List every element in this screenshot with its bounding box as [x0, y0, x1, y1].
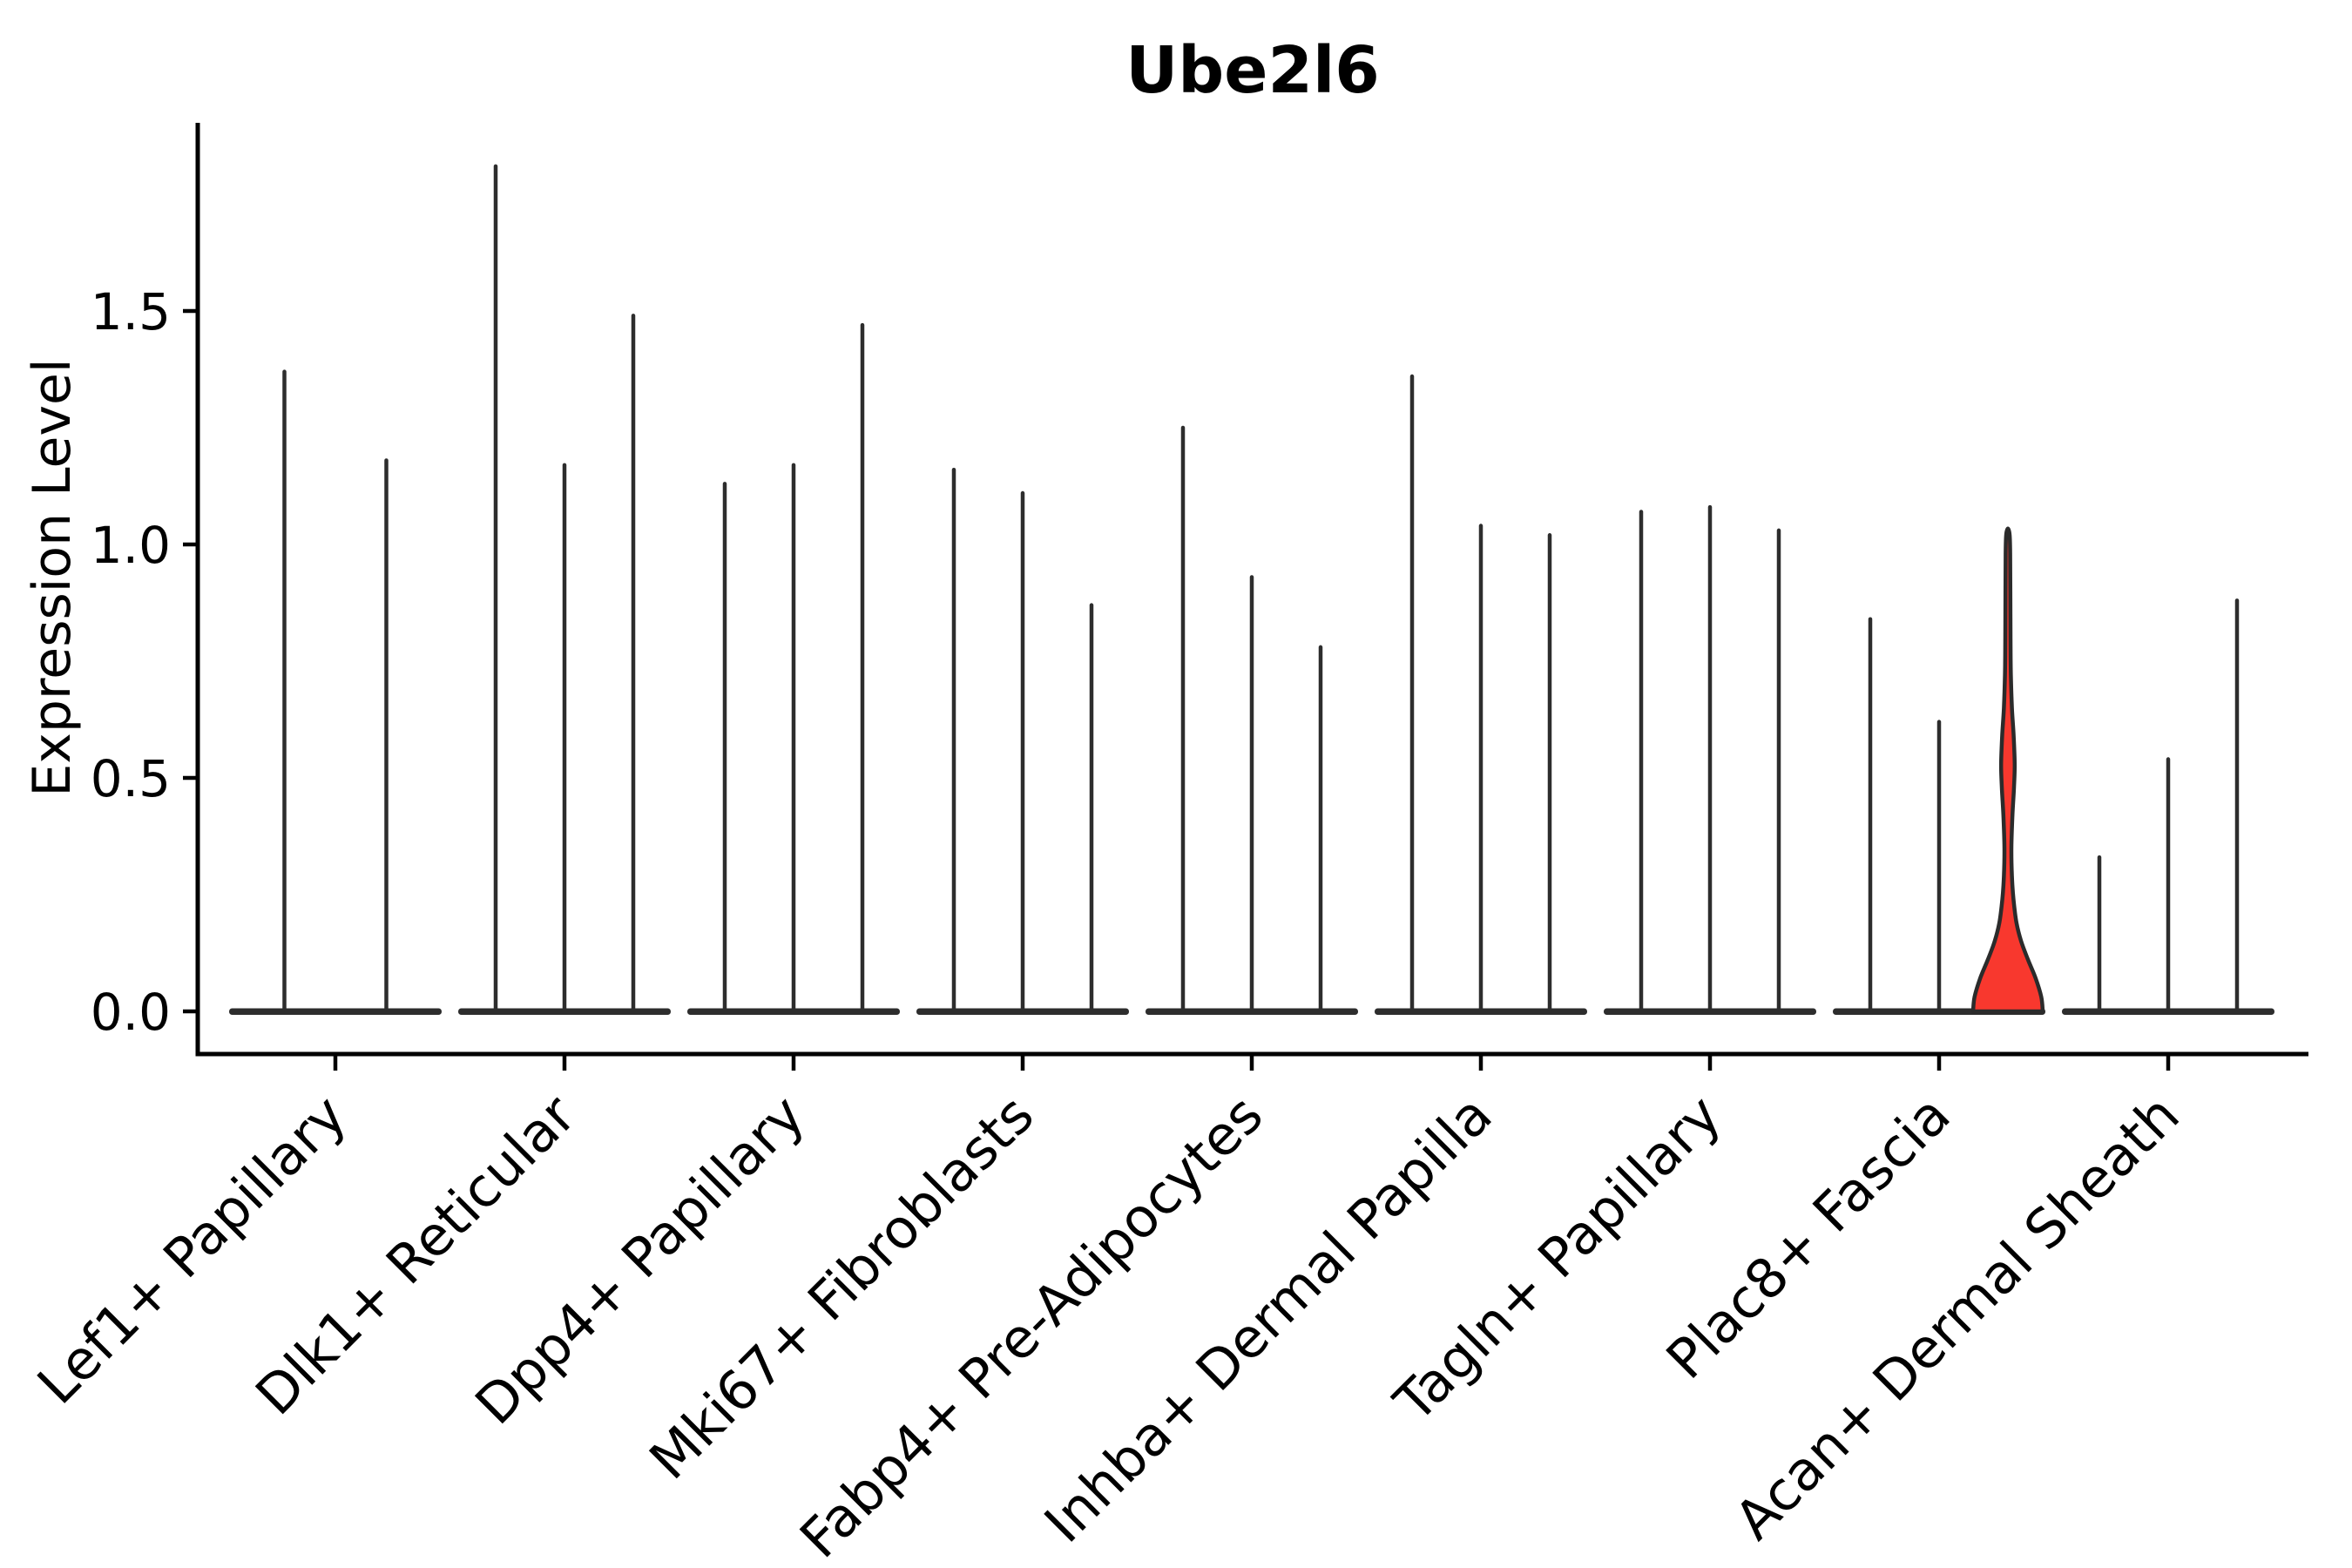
y-tick-label: 0.5	[91, 749, 171, 808]
x-tick-label: Mki67+ Fibroblasts	[637, 1083, 1045, 1491]
y-axis-label: Expression Level	[22, 358, 83, 796]
x-tick-label: Acan+ Dermal Sheath	[1722, 1083, 2191, 1551]
chart-title: Ube2l6	[1125, 33, 1380, 108]
y-tick-label: 1.0	[91, 516, 171, 575]
x-tick-label: Inhba+ Dermal Papilla	[1032, 1083, 1504, 1555]
y-tick-label: 0.0	[91, 983, 171, 1042]
violin-baseline	[229, 1008, 442, 1015]
y-tick-label: 1.5	[91, 282, 171, 341]
highlighted-violin	[1970, 526, 2045, 1014]
x-tick-label: Fabp4+ Pre-Adipocytes	[787, 1083, 1274, 1568]
